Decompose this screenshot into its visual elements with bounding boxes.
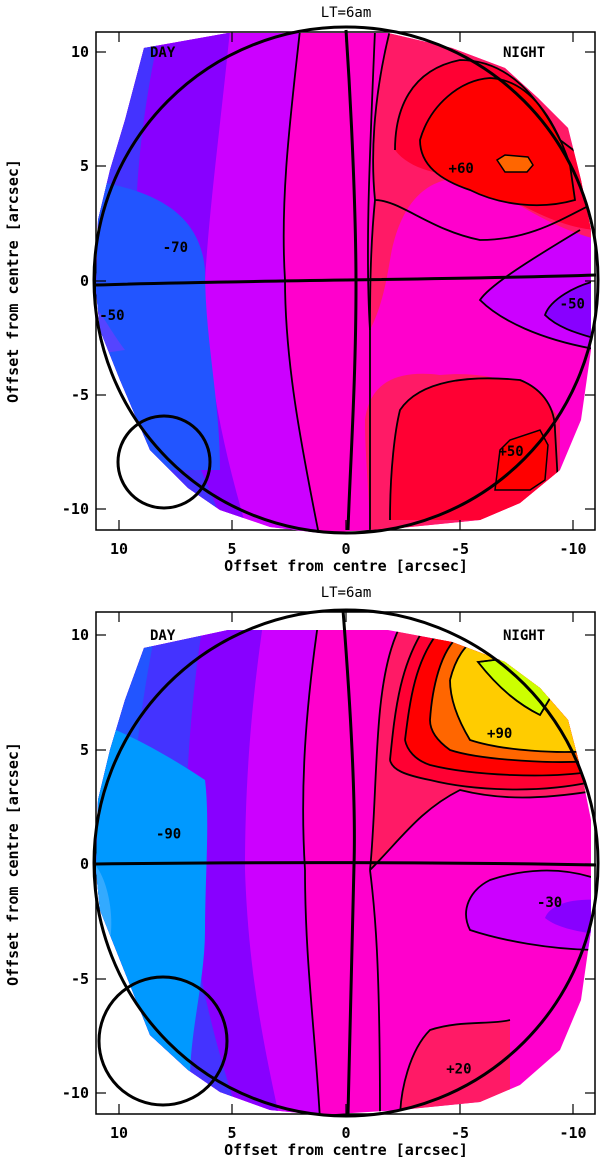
night-label-1: NIGHT <box>503 45 545 61</box>
x-tick-label-2c: 0 <box>341 1124 350 1142</box>
contour-fill-1 <box>96 33 591 533</box>
x-tick-label-1b: 5 <box>227 540 236 558</box>
contour-label-2c: -30 <box>537 895 562 911</box>
contour-label-2a: +90 <box>487 726 512 742</box>
x-axis-label-1: Offset from centre [arcsec] <box>224 557 468 575</box>
day-label-2: DAY <box>150 628 176 644</box>
contour-chart-1: LT=6am DAY NIGHT 10 5 0 -5 -10 10 5 0 -5… <box>4 5 600 575</box>
contour-label-1e: +50 <box>498 444 523 460</box>
contour-lines-1 <box>282 33 591 533</box>
y-axis-label-1: Offset from centre [arcsec] <box>4 159 22 403</box>
y-tick-label-2a: 10 <box>71 626 89 644</box>
contour-label-1c: -50 <box>99 308 124 324</box>
x-tick-label-2e: -10 <box>559 1124 586 1142</box>
y-tick-label-2b: 5 <box>80 741 89 759</box>
chart-title-1: LT=6am <box>321 5 372 21</box>
meridian-line-2 <box>341 609 356 1115</box>
planet-disc-outline-1 <box>92 25 600 535</box>
y-tick-label-2c: 0 <box>80 855 89 873</box>
tick-marks-2 <box>96 612 595 1114</box>
x-tick-label-1e: -10 <box>559 540 586 558</box>
y-tick-label-1a: 10 <box>71 43 89 61</box>
y-tick-label-1e: -10 <box>62 500 89 518</box>
contour-panel-1: LT=6am DAY NIGHT 10 5 0 -5 -10 10 5 0 -5… <box>4 5 600 575</box>
x-tick-label-1a: 10 <box>110 540 128 558</box>
x-tick-label-2a: 10 <box>110 1124 128 1142</box>
y-tick-label-1b: 5 <box>80 157 89 175</box>
y-axis-label-2: Offset from centre [arcsec] <box>4 742 22 986</box>
x-axis-label-2: Offset from centre [arcsec] <box>224 1141 468 1159</box>
y-tick-label-1d: -5 <box>71 386 89 404</box>
x-tick-label-1d: -5 <box>451 540 469 558</box>
beam-circle-1 <box>116 414 212 510</box>
night-label-2: NIGHT <box>503 628 545 644</box>
x-tick-label-1c: 0 <box>341 540 350 558</box>
equator-line-1 <box>95 273 597 287</box>
y-tick-label-2e: -10 <box>62 1084 89 1102</box>
contour-chart-2: LT=6am DAY NIGHT 10 5 0 -5 -10 10 5 0 -5… <box>4 585 600 1159</box>
planet-disc-outline-2 <box>92 608 600 1118</box>
x-tick-label-2b: 5 <box>227 1124 236 1142</box>
contour-label-1b: -70 <box>163 240 188 256</box>
day-label-1: DAY <box>150 45 176 61</box>
equator-line-2 <box>95 861 597 867</box>
contour-panel-2: LT=6am DAY NIGHT 10 5 0 -5 -10 10 5 0 -5… <box>0 580 600 1160</box>
beam-circle-2 <box>97 975 229 1107</box>
tick-marks-1 <box>96 32 595 530</box>
x-tick-label-2d: -5 <box>451 1124 469 1142</box>
contour-label-1a: +60 <box>449 161 474 177</box>
y-tick-label-2d: -5 <box>71 970 89 988</box>
contour-label-1d: -50 <box>560 297 585 313</box>
chart-title-2: LT=6am <box>321 585 372 601</box>
meridian-line-1 <box>344 29 358 531</box>
y-tick-label-1c: 0 <box>80 272 89 290</box>
contour-label-2d: +20 <box>446 1061 471 1077</box>
contour-label-2b: -90 <box>156 826 181 842</box>
